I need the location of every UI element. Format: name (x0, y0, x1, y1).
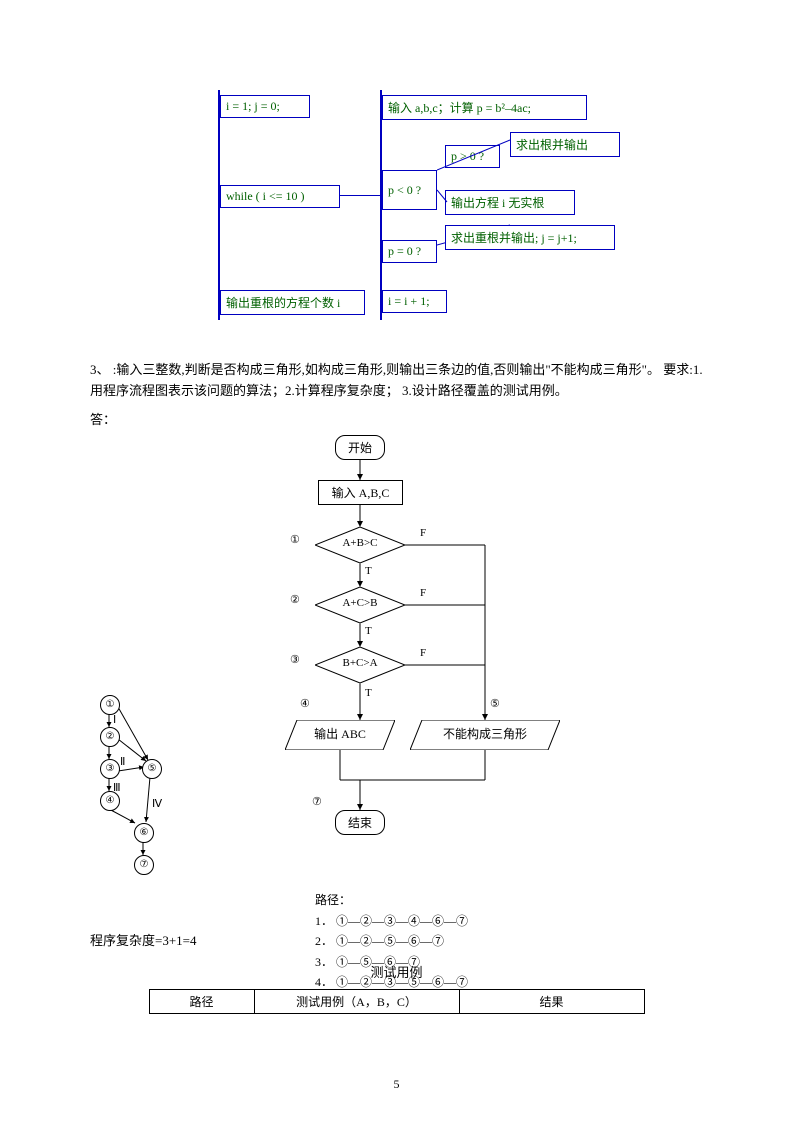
flowchart: 开始 输入 A,B,C A+B>C ① F T A+C>B ② F T B+C>… (90, 435, 703, 925)
fc-out-yes: 输出 ABC (285, 720, 395, 750)
nsd-diagram: i = 1; j = 0; while ( i <= 10 ) 输出重根的方程个… (90, 90, 703, 340)
page-content: i = 1; j = 0; while ( i <= 10 ) 输出重根的方程个… (0, 0, 793, 1054)
nsd-loop: while ( i <= 10 ) (220, 185, 340, 208)
nsd-connect (339, 195, 381, 196)
fc-t3: T (365, 687, 372, 699)
table-header-1: 路径 (149, 990, 254, 1014)
paths-title: 路径： (315, 890, 468, 910)
nsd-output: 输出重根的方程个数 i (220, 290, 365, 315)
fc-d1-label: A+B>C (315, 537, 405, 549)
fc-n5: ⑤ (490, 697, 500, 710)
fc-t2: T (365, 625, 372, 637)
question-text: 3、 :输入三整数,判断是否构成三角形,如构成三角形,则输出三条边的值,否则输出… (90, 360, 703, 402)
path-3: 3． ①—⑤—⑥—⑦ (315, 952, 468, 972)
nsd-slash-icon (437, 130, 517, 210)
test-table: 路径 测试用例（A，B，C） 结果 (149, 989, 645, 1014)
table-header-2: 测试用例（A，B，C） (254, 990, 459, 1014)
paths-block: 路径： 1． ①—②—③—④—⑥—⑦ 2． ①—②—⑤—⑥—⑦ 3． ①—⑤—⑥… (315, 890, 468, 992)
table-row: 路径 测试用例（A，B，C） 结果 (149, 990, 644, 1014)
table-header-3: 结果 (459, 990, 644, 1014)
path-4: 4． ①—②—③—⑤—⑥—⑦ (315, 972, 468, 992)
fc-f1: F (420, 527, 426, 539)
fc-diamond-2: A+C>B (315, 587, 405, 623)
path-1: 1． ①—②—③—④—⑥—⑦ (315, 911, 468, 931)
fc-out-no: 不能构成三角形 (410, 720, 560, 750)
mini-edge-IV: Ⅳ (152, 797, 162, 810)
fc-out-yes-label: 输出 ABC (285, 725, 395, 742)
nsd-cond3: p = 0 ? (382, 240, 437, 263)
fc-end: 结束 (335, 810, 385, 835)
nsd-branch2a: 求出根并输出 (510, 132, 620, 157)
fc-input: 输入 A,B,C (318, 480, 403, 505)
fc-n3: ③ (290, 653, 300, 666)
fc-n1: ① (290, 533, 300, 546)
mini-graph: ① ② ③ ④ ⑤ ⑥ ⑦ Ⅰ Ⅱ Ⅲ Ⅳ (90, 695, 230, 895)
fc-out-no-label: 不能构成三角形 (410, 725, 560, 742)
fc-f2: F (420, 587, 426, 599)
nsd-input: 输入 a,b,c；计算 p = b²–4ac; (382, 95, 587, 120)
mini-edge-I: Ⅰ (113, 713, 116, 726)
nsd-cond1: p < 0 ? (382, 170, 437, 210)
fc-d3-label: B+C>A (315, 657, 405, 669)
answer-label: 答： (90, 410, 703, 431)
nsd-branch3: 求出重根并输出; j = j+1; (445, 225, 615, 250)
fc-f3: F (420, 647, 426, 659)
fc-start: 开始 (335, 435, 385, 460)
fc-diamond-3: B+C>A (315, 647, 405, 683)
fc-t1: T (365, 565, 372, 577)
fc-n2: ② (290, 593, 300, 606)
question-number: 3、 (90, 362, 110, 377)
fc-n4: ④ (300, 697, 310, 710)
fc-d2-label: A+C>B (315, 597, 405, 609)
fc-n7: ⑦ (312, 795, 322, 808)
page-number: 5 (0, 1077, 793, 1092)
nsd-incr: i = i + 1; (382, 290, 447, 313)
nsd-init: i = 1; j = 0; (220, 95, 310, 118)
fc-diamond-1: A+B>C (315, 527, 405, 563)
mini-edge-II: Ⅱ (120, 755, 125, 768)
mini-edge-III: Ⅲ (113, 781, 121, 794)
path-2: 2． ①—②—⑤—⑥—⑦ (315, 931, 468, 951)
question-body: :输入三整数,判断是否构成三角形,如构成三角形,则输出三条边的值,否则输出"不能… (90, 362, 703, 398)
